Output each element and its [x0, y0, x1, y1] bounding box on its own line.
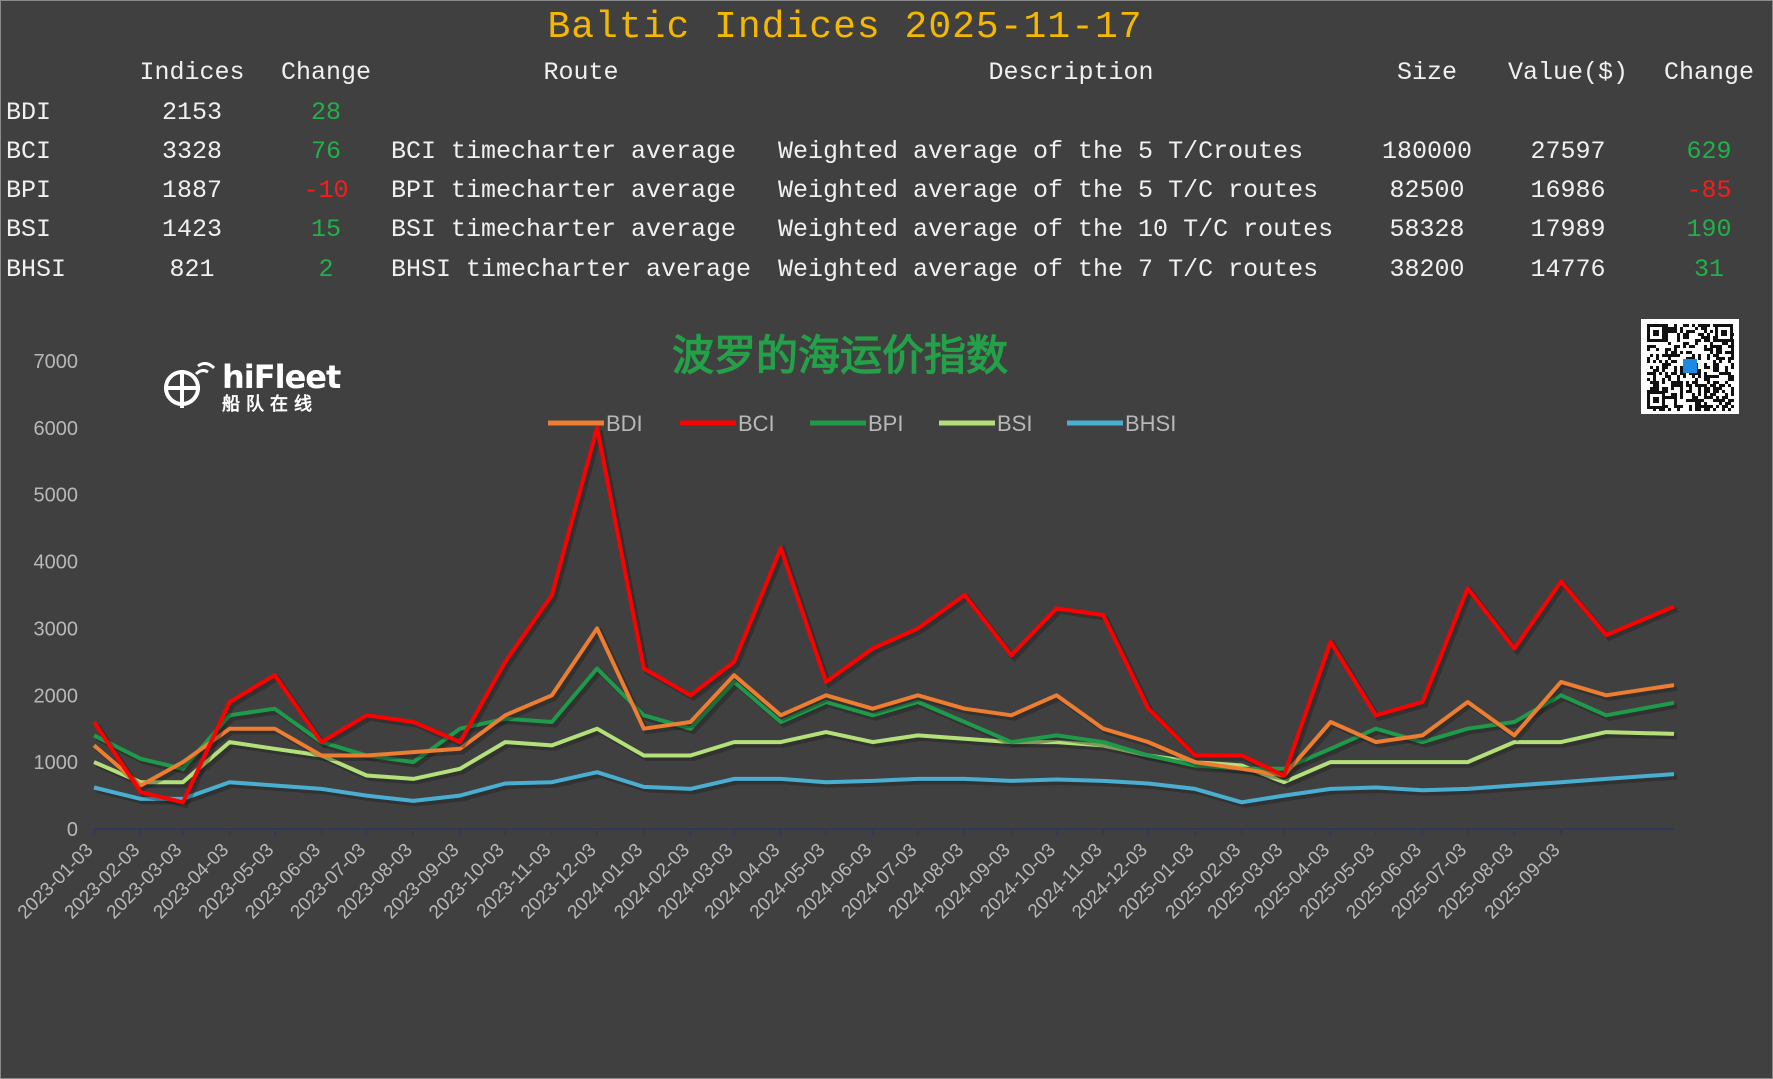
route: BHSI timecharter average	[391, 255, 752, 284]
page-title: Baltic Indices 2025-11-17	[547, 6, 1143, 49]
value-change: 629	[1686, 137, 1732, 166]
description: Weighted average of the 5 T/Croutes	[778, 137, 1304, 166]
y-tick-label: 2000	[34, 685, 79, 707]
size: 82500	[1389, 176, 1465, 205]
col-indices: Indices	[139, 58, 245, 87]
index-value: 1423	[161, 215, 223, 244]
size: 38200	[1389, 255, 1465, 284]
logo-icon	[164, 362, 216, 408]
index-value: 2153	[161, 98, 223, 127]
legend-label-bci: BCI	[738, 411, 775, 436]
index-value: 1887	[161, 176, 223, 205]
value-change: 190	[1686, 215, 1732, 244]
series-line-bci	[92, 425, 1675, 805]
value-usd: 17989	[1530, 215, 1606, 244]
logo-subtitle: 船队在线	[222, 394, 318, 415]
logo-name: hiFleet	[222, 358, 341, 396]
size: 58328	[1389, 215, 1465, 244]
series-shadow-bhsi	[96, 772, 1678, 808]
legend-label-bsi: BSI	[997, 411, 1032, 436]
value-usd: 16986	[1530, 176, 1606, 205]
index-name: BDI	[6, 98, 52, 127]
value-usd: 14776	[1530, 255, 1606, 284]
col-description: Description	[988, 58, 1154, 87]
index-change: -10	[303, 176, 349, 205]
col-change: Change	[280, 58, 372, 87]
index-change: 28	[310, 98, 342, 127]
col-route: Route	[543, 58, 619, 87]
series-shadow-bci	[94, 430, 1678, 809]
index-name: BHSI	[6, 255, 67, 284]
line-chart: 010002000300040005000600070002023-01-032…	[14, 351, 1678, 923]
index-change: 2	[318, 255, 334, 284]
chart-title: 波罗的海运价指数	[671, 331, 1009, 380]
value-change: 31	[1693, 255, 1725, 284]
size: 180000	[1381, 137, 1473, 166]
index-change: 15	[310, 215, 342, 244]
index-change: 76	[310, 137, 342, 166]
index-name: BCI	[6, 137, 52, 166]
series-line-bsi	[93, 726, 1675, 785]
y-tick-label: 3000	[34, 618, 79, 640]
legend-label-bhsi: BHSI	[1125, 411, 1176, 436]
col-value-change: Change	[1663, 58, 1755, 87]
description: Weighted average of the 10 T/C routes	[778, 215, 1334, 244]
index-value: 821	[169, 255, 215, 284]
series-line-bdi	[92, 626, 1675, 788]
y-tick-label: 7000	[34, 351, 79, 373]
series-line-bhsi	[93, 770, 1675, 805]
y-tick-label: 4000	[34, 552, 79, 574]
hifleet-logo: hiFleet 船队在线	[160, 358, 341, 415]
index-name: BSI	[6, 215, 52, 244]
route: BSI timecharter average	[391, 215, 737, 244]
col-size: Size	[1396, 58, 1458, 87]
legend-label-bpi: BPI	[868, 411, 903, 436]
value-change: -85	[1686, 176, 1732, 205]
route: BCI timecharter average	[391, 137, 737, 166]
y-tick-label: 5000	[34, 485, 79, 507]
route: BPI timecharter average	[391, 176, 737, 205]
index-name: BPI	[6, 176, 52, 205]
legend-label-bdi: BDI	[606, 411, 643, 436]
col-value: Value($)	[1507, 58, 1629, 87]
y-tick-label: 1000	[34, 752, 79, 774]
series-shadow-bdi	[95, 626, 1678, 792]
index-value: 3328	[161, 137, 223, 166]
description: Weighted average of the 7 T/C routes	[778, 255, 1319, 284]
y-tick-label: 6000	[34, 418, 79, 440]
y-tick-label: 0	[67, 819, 78, 841]
qr-code	[1641, 319, 1739, 414]
series-line-bpi	[93, 666, 1675, 771]
description: Weighted average of the 5 T/C routes	[778, 176, 1319, 205]
value-usd: 27597	[1530, 137, 1606, 166]
